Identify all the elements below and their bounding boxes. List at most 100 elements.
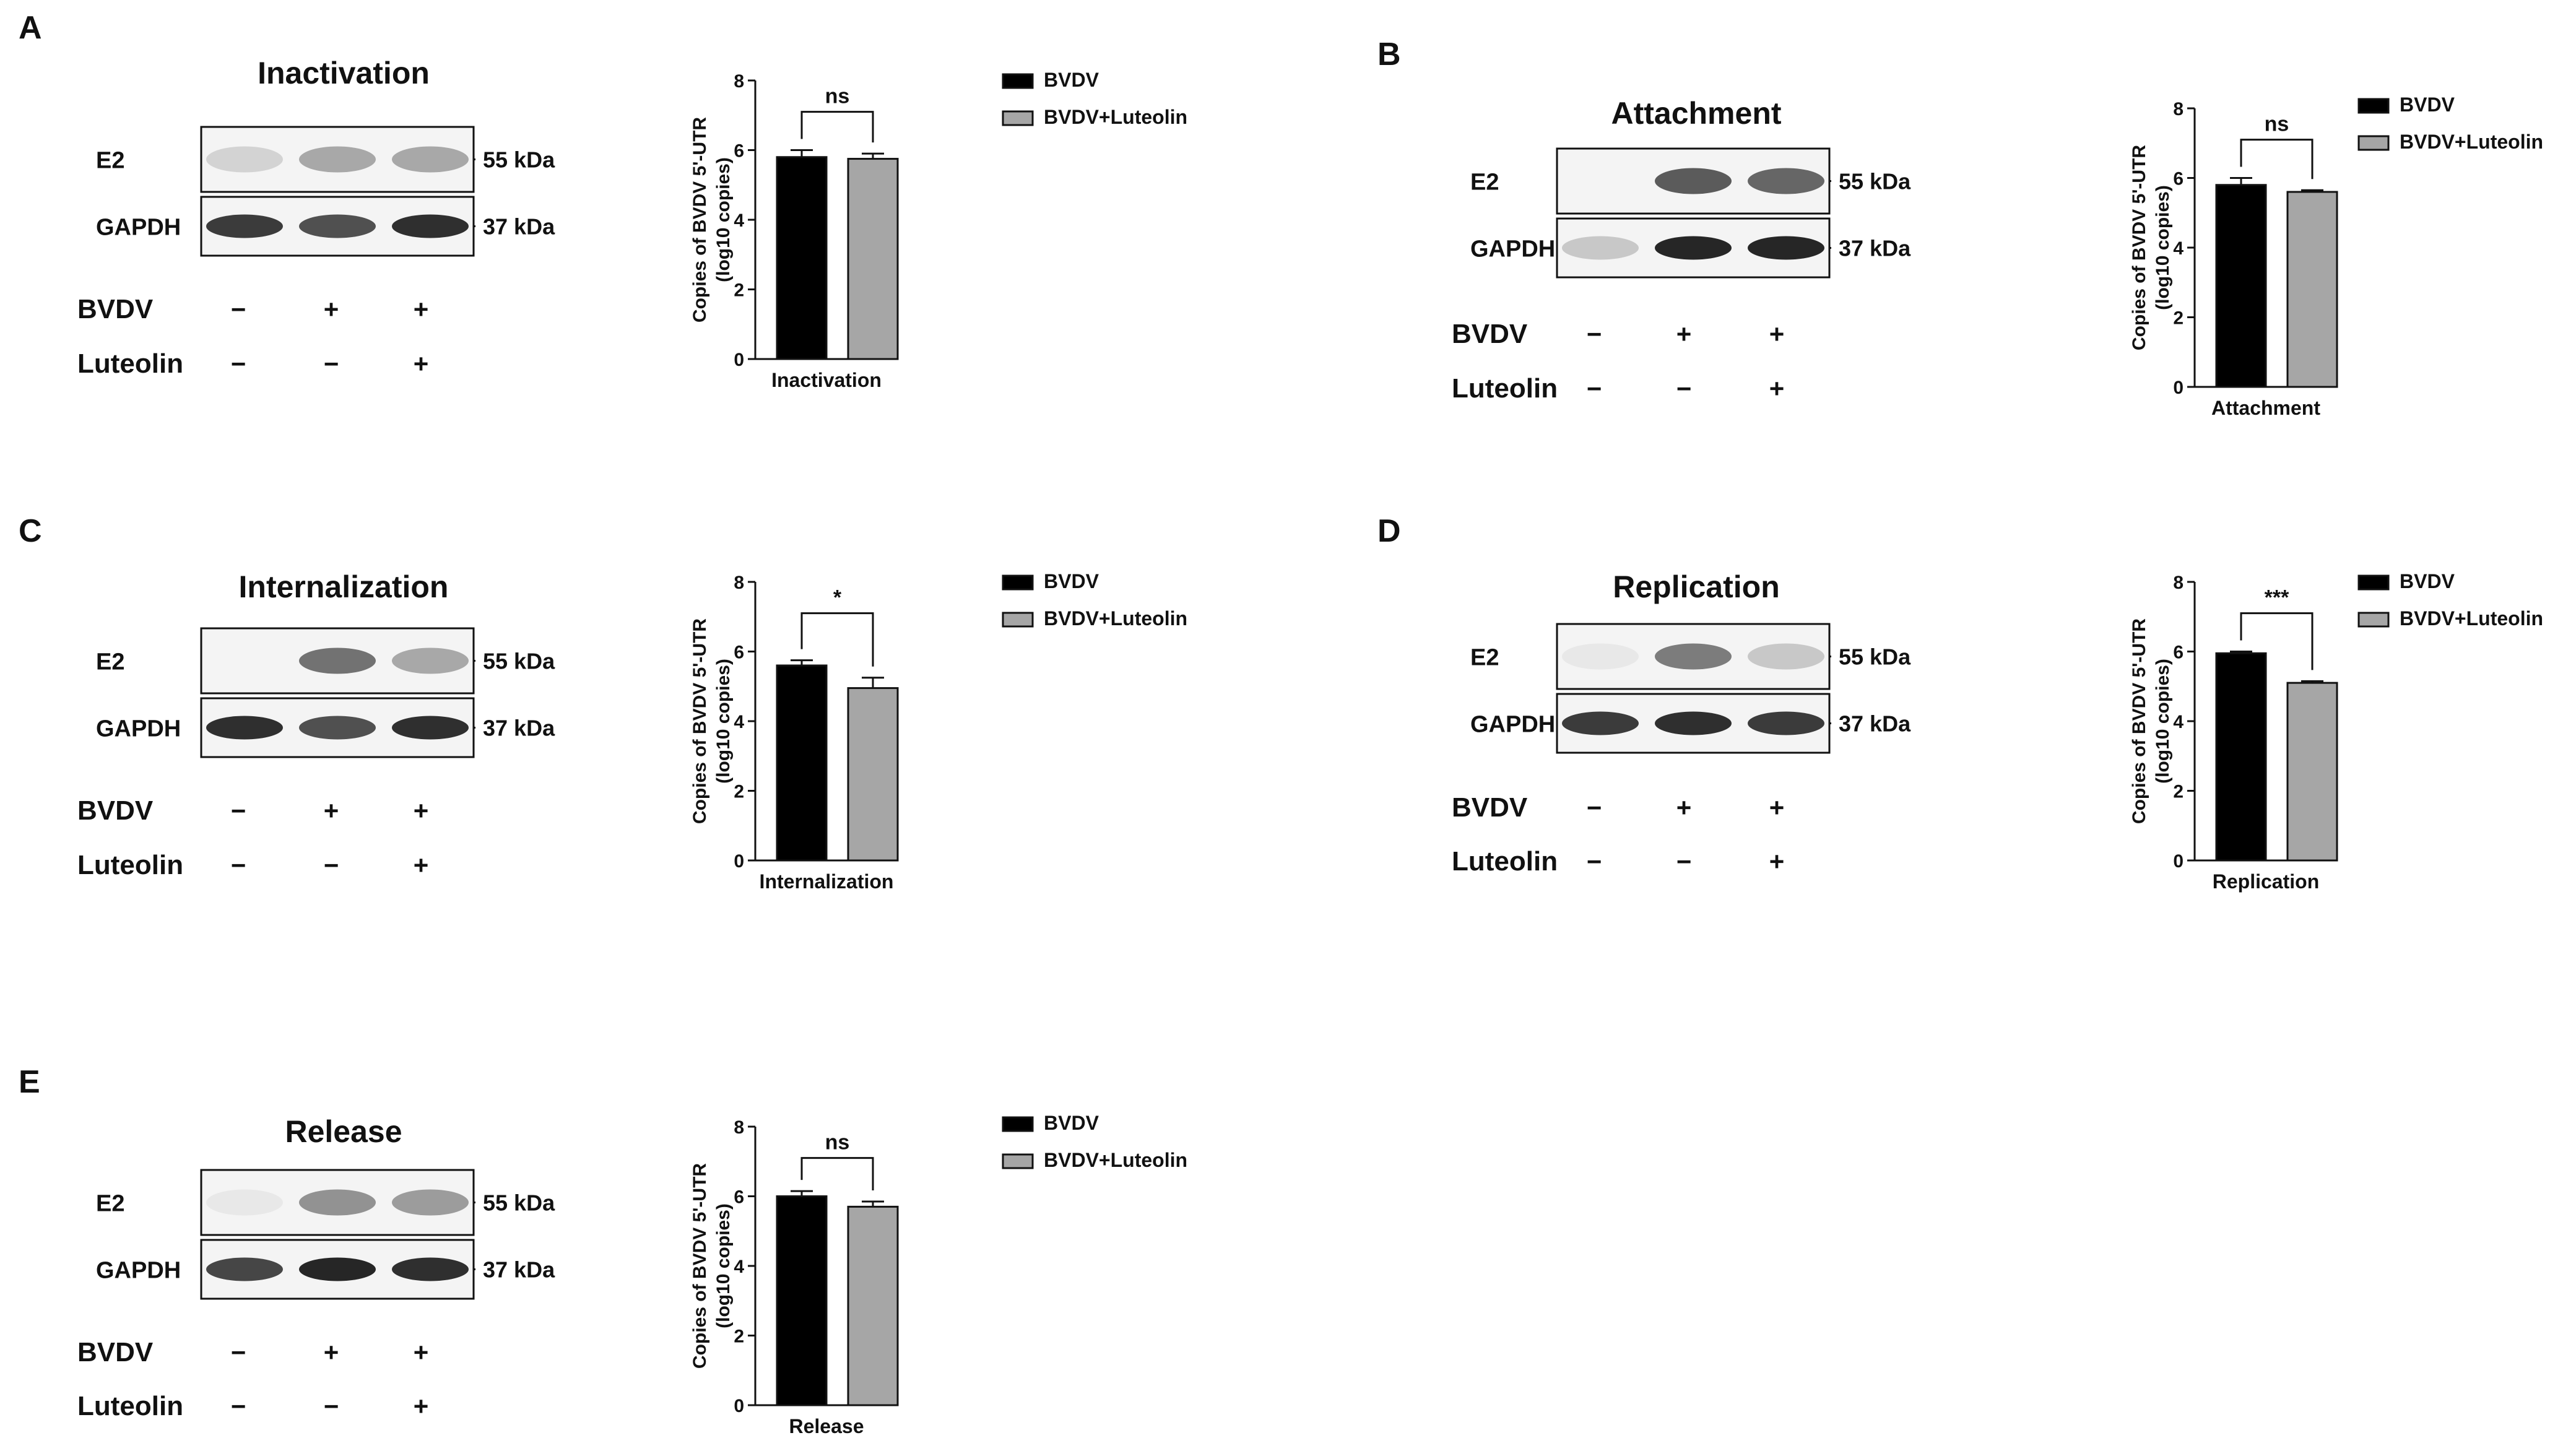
y-tick-label: 2 (2173, 308, 2184, 329)
y-tick-label: 4 (734, 1257, 744, 1277)
gapdh-band (299, 1257, 376, 1281)
gapdh-band (299, 214, 376, 238)
e2-row-label: E2 (96, 1191, 124, 1217)
legend-label: BVDV+Luteolin (1044, 106, 1187, 128)
significance-bracket (800, 1157, 874, 1190)
legend-label: BVDV (2400, 93, 2455, 116)
legend-swatch (2357, 135, 2390, 151)
luteolin-sign: + (1769, 374, 1785, 403)
y-tick-label: 2 (734, 280, 744, 301)
y-axis-label-unit: (log10 copies) (713, 157, 734, 282)
bvdv-row-label: BVDV (77, 795, 154, 826)
y-axis-label-unit: (log10 copies) (713, 659, 734, 784)
y-tick-label: 8 (2173, 573, 2184, 593)
gapdh-band (206, 716, 283, 740)
bar-chart: 0 2 4 6 8 Copies of BVDV 5'-UTR (log10 copies)… (2129, 93, 2543, 419)
legend-label: BVDV (1044, 570, 1099, 592)
legend-swatch (1002, 1153, 1034, 1169)
luteolin-sign: − (1676, 847, 1692, 876)
legend-swatch (2357, 98, 2390, 114)
gapdh-kda-label: 37 kDa (483, 1257, 555, 1283)
y-tick-label: 0 (734, 350, 744, 370)
bar-bvdv-luteolin (2286, 191, 2338, 388)
bvdv-row-label: BVDV (1452, 319, 1528, 349)
blot-title: Attachment (1611, 96, 1781, 131)
luteolin-sign: − (231, 349, 246, 378)
panel-letter: C (19, 513, 42, 549)
e2-blot-strip (200, 126, 475, 193)
significance-bracket (2240, 612, 2314, 670)
e2-band (299, 1189, 376, 1216)
panel-d: D Replication E2 55 kDa GAPDH 37 kDa BVDV Luteo… (1377, 513, 2543, 893)
bvdv-sign: + (1769, 793, 1785, 822)
blot-title: Internalization (239, 570, 449, 604)
y-tick-label: 4 (2173, 238, 2184, 259)
gapdh-kda-label: 37 kDa (483, 716, 555, 741)
blot-title: Inactivation (258, 56, 430, 90)
e2-kda-label: 55 kDa (483, 1190, 555, 1216)
gapdh-band (206, 1257, 283, 1281)
legend-label: BVDV+Luteolin (2400, 607, 2543, 630)
x-axis-label: Inactivation (771, 369, 882, 391)
gapdh-row-label: GAPDH (96, 215, 181, 241)
gapdh-band (1655, 236, 1732, 260)
e2-band (206, 146, 283, 173)
bvdv-sign: + (414, 1338, 429, 1367)
y-axis-label: Copies of BVDV 5'-UTR (690, 1163, 710, 1369)
bar-bvdv (776, 1195, 828, 1406)
legend-swatch (1002, 612, 1034, 628)
e2-band (1748, 168, 1824, 194)
e2-band (1748, 643, 1824, 670)
y-axis-label: Copies of BVDV 5'-UTR (2129, 145, 2149, 350)
bar-bvdv-luteolin (2286, 682, 2338, 862)
x-axis-label: Attachment (2211, 397, 2320, 419)
e2-kda-label: 55 kDa (1839, 169, 1911, 194)
luteolin-row-label: Luteolin (77, 1391, 183, 1421)
y-tick-label: 6 (2173, 169, 2184, 189)
y-tick-label: 2 (734, 782, 744, 802)
bvdv-row-label: BVDV (77, 294, 154, 324)
gapdh-row-label: GAPDH (96, 716, 181, 742)
gapdh-band (1562, 236, 1639, 260)
x-axis-label: Release (789, 1415, 864, 1437)
bvdv-sign: − (231, 1338, 246, 1367)
bar-bvdv (776, 664, 828, 862)
y-tick-label: 8 (2173, 99, 2184, 119)
x-axis-label: Internalization (760, 870, 894, 893)
legend-label: BVDV+Luteolin (2400, 131, 2543, 153)
legend-swatch (1002, 110, 1034, 126)
significance-label: *** (2265, 586, 2289, 610)
e2-band (299, 146, 376, 173)
y-tick-label: 4 (734, 712, 744, 732)
e2-band (1655, 168, 1732, 194)
y-tick-label: 4 (734, 210, 744, 231)
gapdh-band (1748, 711, 1824, 735)
luteolin-sign: + (414, 1392, 429, 1421)
bvdv-row-label: BVDV (77, 1337, 154, 1367)
significance-label: ns (825, 85, 850, 108)
y-tick-label: 2 (734, 1327, 744, 1347)
bar-bvdv-luteolin (847, 158, 899, 360)
y-tick-label: 0 (734, 1396, 744, 1416)
bar-bvdv-luteolin (847, 1205, 899, 1406)
y-tick-label: 6 (2173, 643, 2184, 663)
significance-label: ns (825, 1131, 850, 1154)
bar-chart: 0 2 4 6 8 Copies of BVDV 5'-UTR (log10 copies)… (690, 69, 1187, 391)
bar-bvdv (776, 156, 828, 360)
bvdv-sign: − (231, 796, 246, 825)
e2-row-label: E2 (1470, 170, 1499, 196)
gapdh-band (392, 214, 469, 238)
bvdv-sign: + (324, 1338, 339, 1367)
y-tick-label: 0 (2173, 851, 2184, 872)
bvdv-row-label: BVDV (1452, 792, 1528, 823)
e2-blot-strip (200, 1169, 475, 1236)
legend-label: BVDV (1044, 1112, 1099, 1134)
panel-e: E Release E2 55 kDa GAPDH 37 kDa BVDV Luteolin −… (19, 1064, 1187, 1437)
e2-row-label: E2 (96, 649, 124, 675)
gapdh-band (1562, 711, 1639, 735)
bar-chart: 0 2 4 6 8 Copies of BVDV 5'-UTR (log10 copies)… (690, 1112, 1187, 1437)
y-tick-label: 6 (734, 643, 744, 663)
y-axis-label: Copies of BVDV 5'-UTR (2129, 618, 2149, 824)
luteolin-sign: − (1676, 374, 1692, 403)
